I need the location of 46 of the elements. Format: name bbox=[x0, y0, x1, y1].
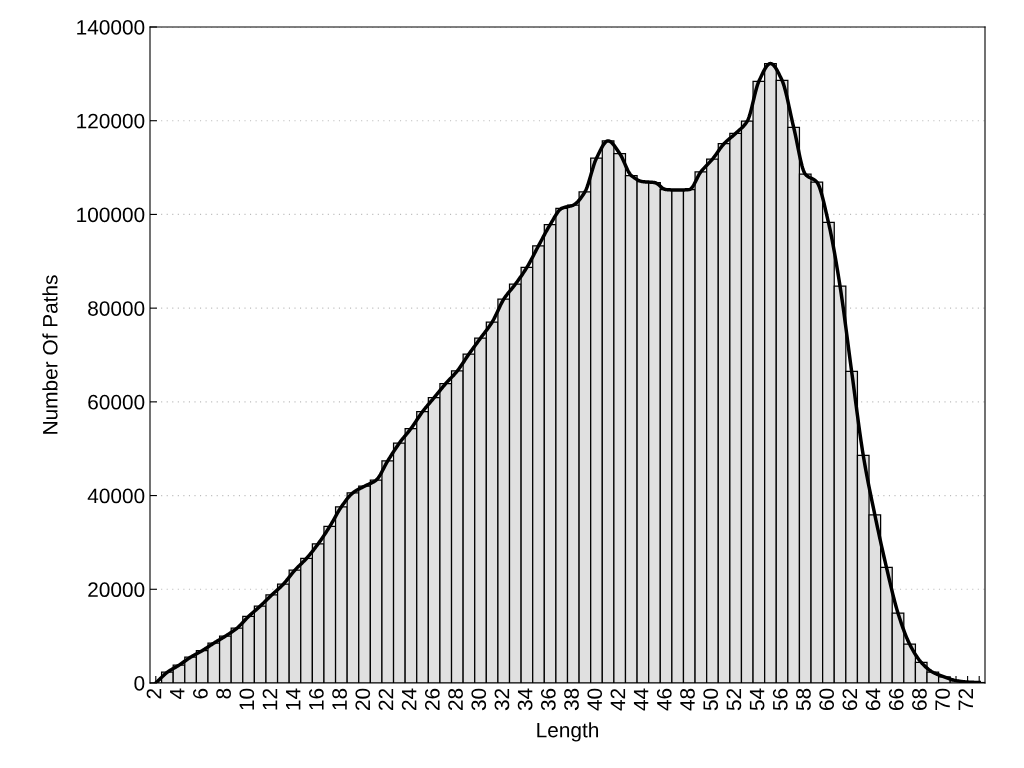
x-tick-label: 18 bbox=[332, 688, 347, 710]
x-tick-label: 16 bbox=[309, 688, 324, 710]
x-tick-label: 36 bbox=[540, 688, 556, 711]
x-tick-label: 54 bbox=[749, 688, 765, 711]
x-tick-label: 64 bbox=[865, 688, 881, 710]
x-tick-label: 28 bbox=[448, 688, 463, 710]
x-tick-label: 22 bbox=[378, 688, 394, 710]
x-tick-label: 24 bbox=[401, 688, 417, 710]
x-tick-label: 56 bbox=[772, 688, 788, 711]
y-tick-label: 20000 bbox=[88, 582, 145, 598]
x-tick-label: 8 bbox=[216, 688, 231, 699]
x-tick-label: 60 bbox=[819, 688, 835, 710]
x-tick-label: 34 bbox=[517, 688, 533, 711]
x-tick-label: 62 bbox=[842, 688, 858, 710]
x-tick-label: 14 bbox=[286, 688, 301, 710]
x-tick-label: 66 bbox=[888, 688, 904, 710]
x-tick-label: 20 bbox=[355, 688, 371, 710]
y-tick-label: 60000 bbox=[88, 394, 145, 410]
y-tick-label: 80000 bbox=[88, 301, 145, 316]
y-tick-label: 40000 bbox=[87, 488, 145, 504]
x-tick-label: 42 bbox=[610, 688, 626, 711]
y-tick-label: 140000 bbox=[77, 20, 145, 35]
x-tick-label: 26 bbox=[424, 688, 440, 710]
x-tick-label: 30 bbox=[471, 688, 487, 711]
x-tick-label: 46 bbox=[656, 688, 672, 711]
x-tick-label: 32 bbox=[494, 688, 510, 711]
x-tick-label: 52 bbox=[726, 688, 742, 711]
x-tick-label: 6 bbox=[193, 688, 208, 699]
x-tick-label: 68 bbox=[912, 688, 927, 710]
x-tick-label: 48 bbox=[680, 688, 695, 711]
y-tick-label: 0 bbox=[134, 676, 145, 691]
y-axis-title: Number Of Paths bbox=[42, 275, 58, 434]
x-tick-label: 2 bbox=[146, 688, 162, 699]
x-tick-label: 40 bbox=[587, 688, 603, 711]
x-tick-label: 72 bbox=[958, 688, 973, 710]
x-tick-label: 38 bbox=[564, 688, 579, 711]
x-tick-label: 12 bbox=[262, 688, 278, 710]
x-tick-label: 44 bbox=[633, 688, 649, 711]
x-tick-label: 10 bbox=[239, 688, 255, 710]
x-tick-label: 58 bbox=[796, 688, 811, 711]
x-tick-label: 4 bbox=[170, 688, 185, 699]
x-tick-label: 50 bbox=[703, 688, 719, 711]
y-tick-label: 100000 bbox=[77, 207, 145, 223]
x-axis-title: Length bbox=[537, 722, 599, 742]
x-tick-label: 70 bbox=[935, 688, 950, 710]
y-tick-label: 120000 bbox=[77, 113, 145, 129]
